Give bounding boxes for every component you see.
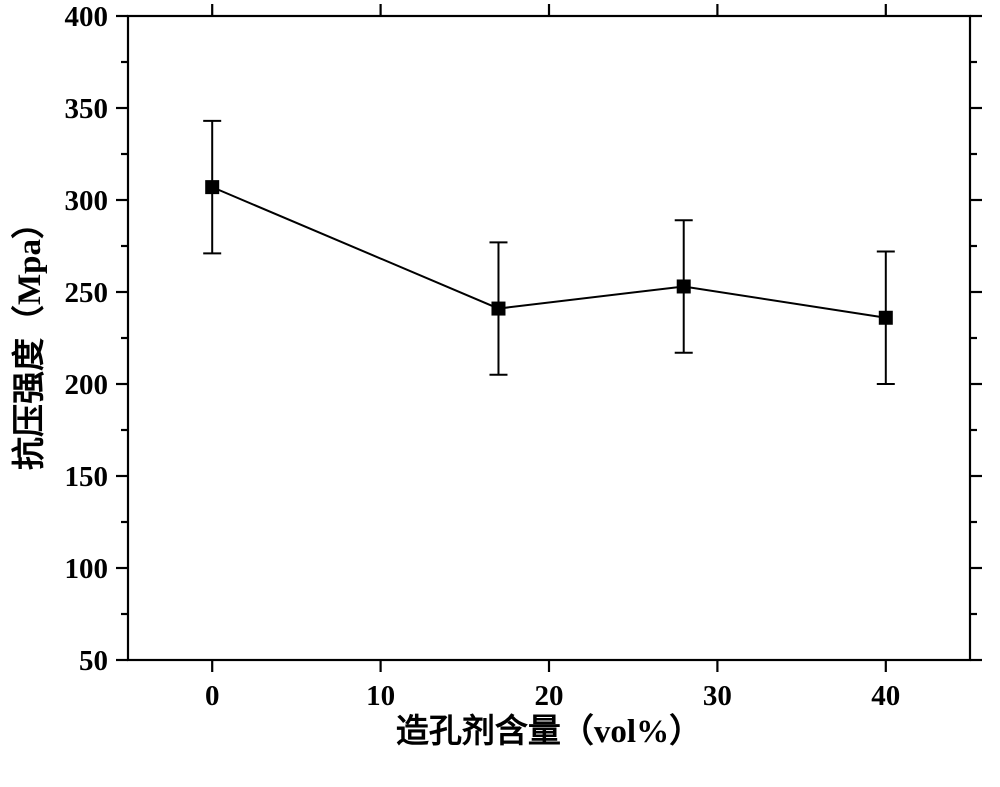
y-tick-label: 100 [65,553,109,585]
y-tick-label: 350 [65,93,109,125]
x-tick-label: 30 [703,680,732,712]
data-marker [491,302,505,316]
x-tick-label: 0 [205,680,220,712]
y-tick-label: 150 [65,461,109,493]
chart-root: 0 10 20 30 40 50 100 150 200 250 300 350 400 造孔剂含量（vo… [0,0,1000,787]
x-tick-label: 40 [871,680,900,712]
data-marker [677,279,691,293]
y-tick-label: 250 [65,277,109,309]
y-axis-label: 抗压强度（Mpa） [10,206,48,470]
x-tick-label: 10 [366,680,395,712]
x-tick-label: 20 [535,680,564,712]
x-axis-label: 造孔剂含量（vol%） [396,713,702,750]
y-tick-label: 300 [65,185,109,217]
data-marker [205,180,219,194]
y-tick-label: 50 [79,645,108,677]
y-tick-label: 400 [65,1,109,33]
data-marker [879,311,893,325]
chart-svg: 0 10 20 30 40 50 100 150 200 250 300 350 400 造孔剂含量（vo… [0,0,1000,787]
y-tick-label: 200 [65,369,109,401]
